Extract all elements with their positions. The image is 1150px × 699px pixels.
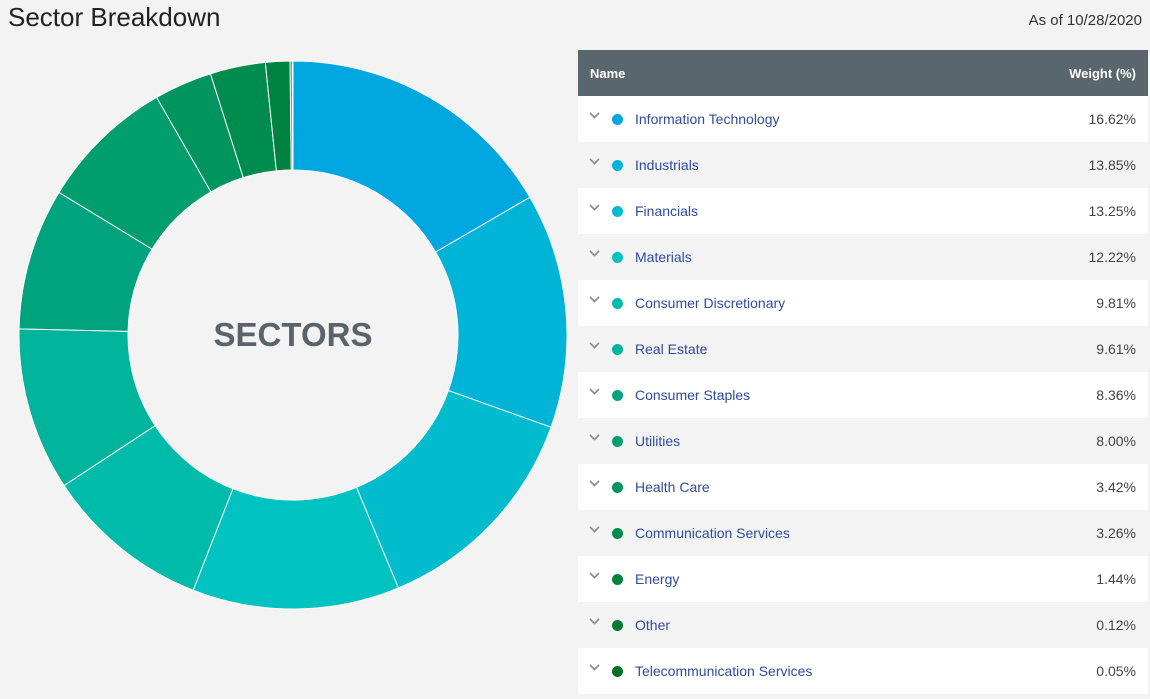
sector-weight: 12.22% — [1088, 249, 1136, 265]
table-row[interactable]: Consumer Discretionary 9.81% — [578, 280, 1148, 326]
legend-dot — [612, 665, 623, 677]
sector-weight: 13.85% — [1088, 157, 1136, 173]
weight-column-header[interactable]: Weight (%) — [1069, 65, 1136, 81]
table-row[interactable]: Materials 12.22% — [578, 234, 1148, 280]
sector-donut-chart: SECTORS — [10, 52, 576, 618]
sector-weight: 13.25% — [1088, 203, 1136, 219]
chevron-down-icon[interactable] — [588, 615, 600, 627]
table-body: Information Technology 16.62% Industrials 1… — [578, 96, 1148, 694]
sector-weight: 1.44% — [1096, 571, 1136, 587]
sector-name-link[interactable]: Materials — [635, 249, 692, 265]
legend-dot — [612, 573, 623, 585]
table-row[interactable]: Communication Services 3.26% — [578, 510, 1148, 556]
sector-name-link[interactable]: Energy — [635, 571, 680, 587]
sector-name-link[interactable]: Utilities — [635, 433, 681, 449]
legend-dot — [612, 205, 623, 217]
sector-weight: 8.00% — [1096, 433, 1136, 449]
legend-dot — [612, 159, 623, 171]
sector-name-link[interactable]: Information Technology — [635, 111, 780, 127]
chevron-down-icon[interactable] — [588, 247, 600, 259]
sector-name-link[interactable]: Communication Services — [635, 525, 790, 541]
chevron-down-icon[interactable] — [588, 477, 600, 489]
sector-weight: 16.62% — [1088, 111, 1136, 127]
table-row[interactable]: Health Care 3.42% — [578, 464, 1148, 510]
table-row[interactable]: Utilities 8.00% — [578, 418, 1148, 464]
table-row[interactable]: Information Technology 16.62% — [578, 96, 1148, 142]
sector-weight: 0.12% — [1096, 617, 1136, 633]
chevron-down-icon[interactable] — [588, 523, 600, 535]
table-row[interactable]: Other 0.12% — [578, 602, 1148, 648]
legend-dot — [612, 297, 623, 309]
table-row[interactable]: Financials 13.25% — [578, 188, 1148, 234]
legend-dot — [612, 251, 623, 263]
sector-name-link[interactable]: Other — [635, 617, 671, 633]
sector-name-link[interactable]: Consumer Staples — [635, 387, 751, 403]
legend-dot — [612, 435, 623, 447]
sector-weight: 0.05% — [1096, 663, 1136, 679]
sector-table: Name Weight (%) Information Technology 16… — [578, 50, 1148, 694]
chevron-down-icon[interactable] — [588, 109, 600, 121]
table-header: Name Weight (%) — [578, 50, 1148, 96]
legend-dot — [612, 481, 623, 493]
name-column-header[interactable]: Name — [590, 65, 626, 81]
sector-weight: 8.36% — [1096, 387, 1136, 403]
as-of-date: As of 10/28/2020 — [1028, 12, 1142, 29]
chevron-down-icon[interactable] — [588, 661, 600, 673]
chevron-down-icon[interactable] — [588, 339, 600, 351]
legend-dot — [612, 343, 623, 355]
legend-dot — [612, 389, 623, 401]
chevron-down-icon[interactable] — [588, 201, 600, 213]
legend-dot — [612, 527, 623, 539]
table-row[interactable]: Real Estate 9.61% — [578, 326, 1148, 372]
donut-center-label: SECTORS — [214, 316, 373, 353]
sector-name-link[interactable]: Telecommunication Services — [635, 663, 813, 679]
chevron-down-icon[interactable] — [588, 293, 600, 305]
table-row[interactable]: Energy 1.44% — [578, 556, 1148, 602]
table-row[interactable]: Consumer Staples 8.36% — [578, 372, 1148, 418]
sector-name-link[interactable]: Industrials — [635, 157, 699, 173]
chevron-down-icon[interactable] — [588, 155, 600, 167]
donut-slice-telecommunication-services[interactable] — [291, 60, 294, 171]
sector-weight: 3.42% — [1096, 479, 1136, 495]
chevron-down-icon[interactable] — [588, 431, 600, 443]
legend-dot — [612, 619, 623, 631]
sector-name-link[interactable]: Financials — [635, 203, 699, 219]
sector-name-link[interactable]: Health Care — [635, 479, 710, 495]
page-title: Sector Breakdown — [8, 2, 221, 32]
sector-weight: 9.61% — [1096, 341, 1136, 357]
table-row[interactable]: Industrials 13.85% — [578, 142, 1148, 188]
sector-weight: 3.26% — [1096, 525, 1136, 541]
sector-weight: 9.81% — [1096, 295, 1136, 311]
chevron-down-icon[interactable] — [588, 385, 600, 397]
legend-dot — [612, 113, 623, 125]
sector-name-link[interactable]: Consumer Discretionary — [635, 295, 786, 311]
table-row[interactable]: Telecommunication Services 0.05% — [578, 648, 1148, 694]
donut-svg: SECTORS — [18, 60, 568, 610]
chevron-down-icon[interactable] — [588, 569, 600, 581]
sector-name-link[interactable]: Real Estate — [635, 341, 708, 357]
